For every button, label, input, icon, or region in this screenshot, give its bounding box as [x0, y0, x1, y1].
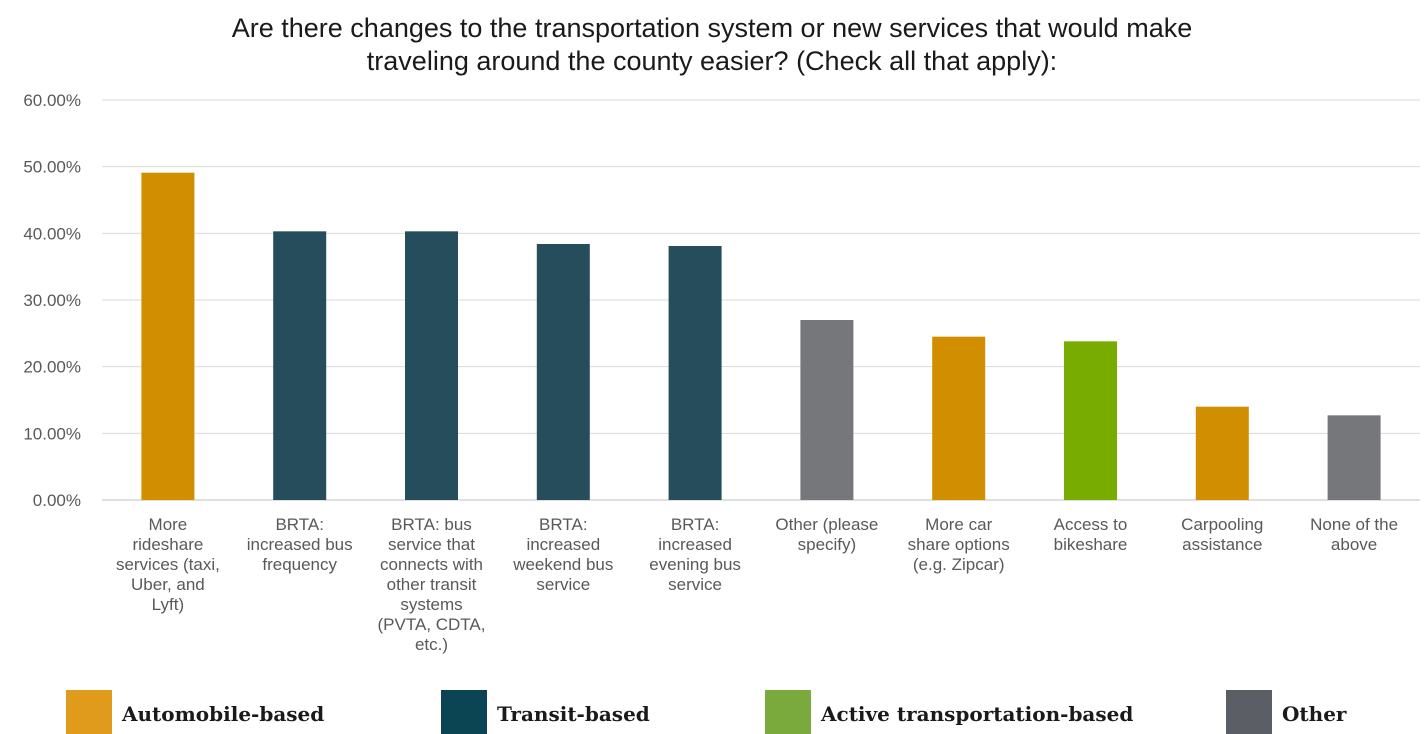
y-tick-label: 0.00%	[33, 491, 81, 510]
x-category-label: Carpooling assistance	[1181, 515, 1263, 554]
bar-chart: 0.00% 10.00% 20.00% 30.00% 40.00% 50.00% 60.00…	[23, 91, 1420, 654]
x-category-label: BRTA: increased evening bus service	[649, 515, 741, 594]
x-category-label: BRTA: bus service that connects with other …	[378, 515, 486, 654]
legend-swatch	[441, 690, 487, 734]
chart-title-line-2: traveling around the county easier? (Che…	[366, 46, 1058, 76]
bar	[800, 320, 854, 500]
bar	[1064, 341, 1117, 500]
x-category-label: None of the above	[1310, 515, 1398, 554]
x-category-label: Access to bikeshare	[1054, 515, 1128, 554]
y-tick-label: 20.00%	[23, 358, 81, 377]
bar	[1195, 406, 1249, 500]
legend-swatch	[765, 690, 811, 734]
y-tick-label: 60.00%	[23, 91, 81, 110]
legend-swatch	[66, 690, 112, 734]
x-axis-category-labels: More rideshare services (taxi, Uber, and Lyf…	[116, 515, 1398, 654]
chart-title: Are there changes to the transportation …	[0, 12, 1424, 78]
bar	[536, 244, 590, 500]
bar	[932, 336, 986, 500]
y-tick-label: 40.00%	[23, 224, 81, 243]
y-axis-tick-labels: 0.00% 10.00% 20.00% 30.00% 40.00% 50.00% 60.00…	[23, 91, 81, 510]
bar	[668, 246, 722, 500]
bar	[405, 231, 458, 501]
x-category-label: More rideshare services (taxi, Uber, and Lyf…	[116, 515, 220, 614]
y-tick-label: 50.00%	[23, 158, 81, 177]
x-category-label: BRTA: increased bus frequency	[247, 515, 353, 574]
x-category-label: More car share options (e.g. Zipcar)	[908, 515, 1010, 574]
legend: Automobile-based Transit-based Active tran…	[0, 690, 1424, 734]
y-tick-label: 10.00%	[23, 424, 81, 443]
legend-swatch	[1226, 690, 1272, 734]
legend-label: Transit-based	[497, 702, 650, 726]
bar	[1327, 415, 1381, 500]
chart-title-line-1: Are there changes to the transportation …	[231, 13, 1193, 43]
x-category-label: BRTA: increased weekend bus service	[512, 515, 613, 594]
y-tick-label: 30.00%	[23, 291, 81, 310]
x-category-label: Other (please specify)	[775, 515, 878, 554]
bars	[141, 172, 1381, 501]
legend-label: Active transportation-based	[821, 702, 1134, 726]
bar	[273, 231, 327, 501]
legend-label: Other	[1282, 702, 1347, 726]
legend-label: Automobile-based	[122, 702, 325, 726]
bar	[141, 172, 195, 500]
